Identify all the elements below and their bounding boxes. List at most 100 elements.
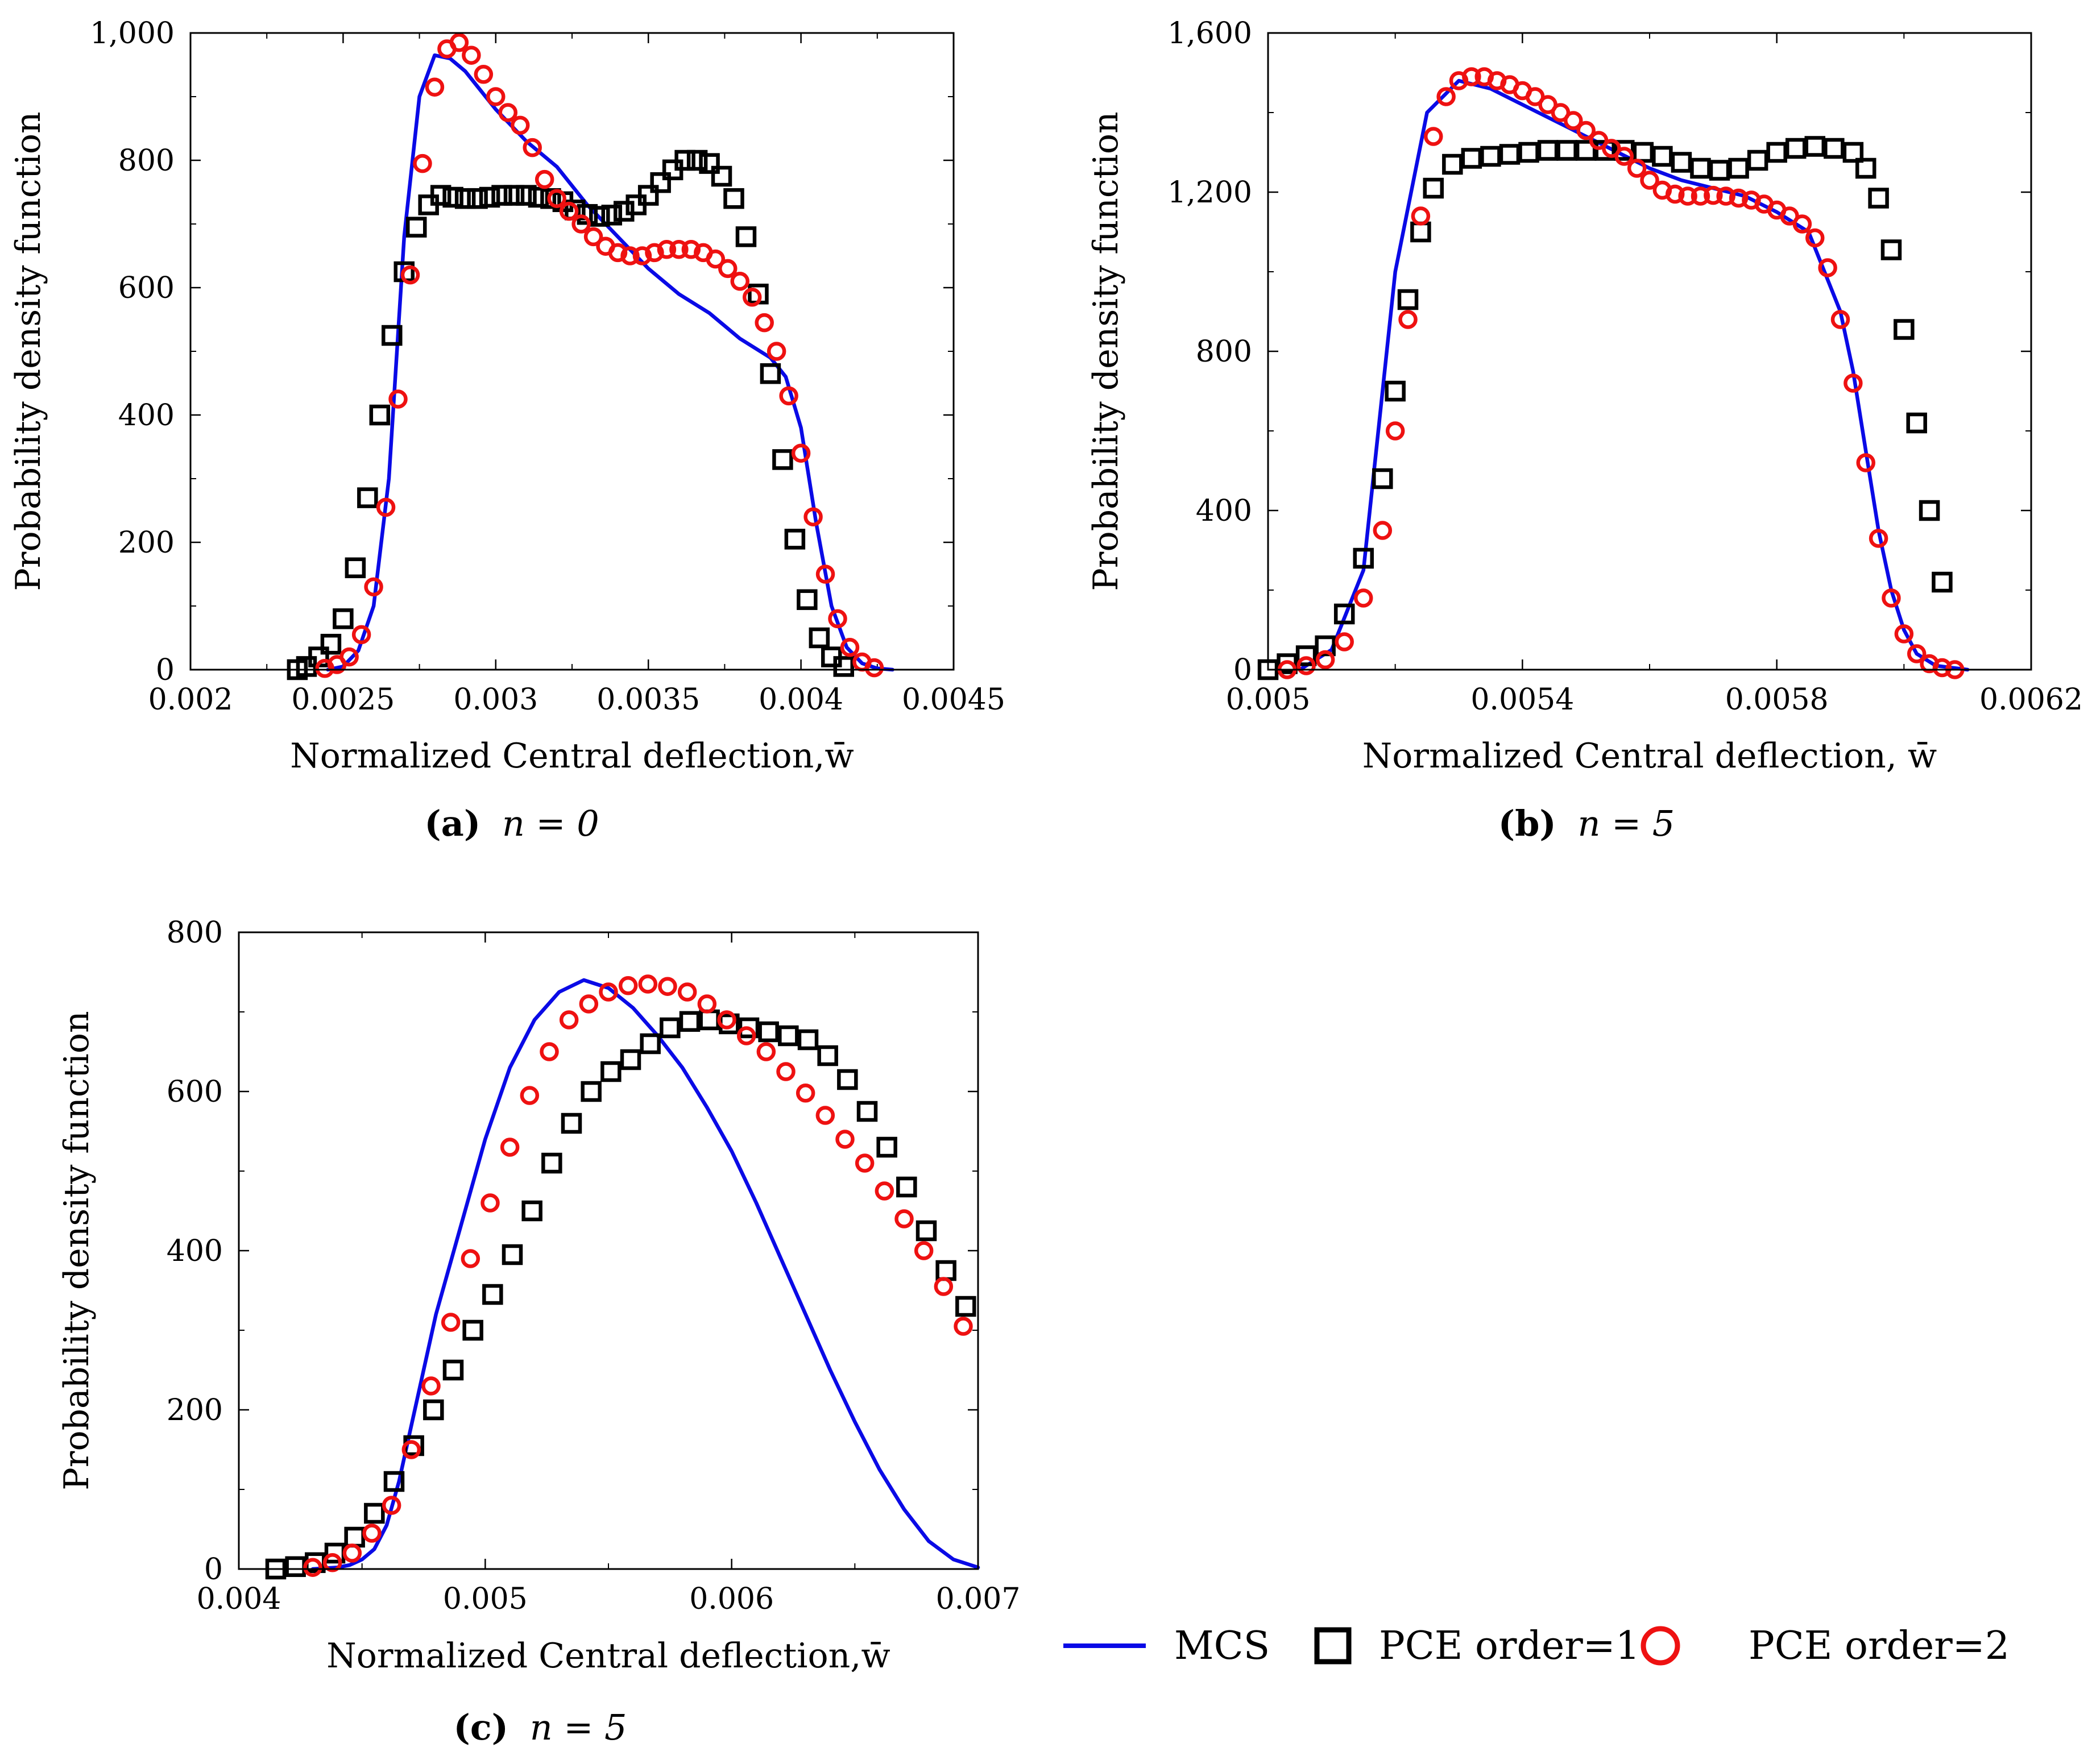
pce2-point-a: [351, 625, 371, 645]
pce1-point-c: [837, 1069, 858, 1090]
mcs-line-c: [310, 978, 980, 1571]
pce2-point-a: [400, 265, 420, 285]
pce1-point-c: [758, 1021, 779, 1043]
pce1-point-b: [1709, 160, 1730, 181]
caption-text-a: n = 0: [502, 803, 599, 844]
pce1-point-a: [723, 188, 744, 209]
x-tick-label: 0.005: [1226, 683, 1311, 717]
pce2-point-a: [583, 227, 603, 247]
pce1-point-a: [686, 150, 708, 171]
pce1-point-a: [528, 186, 549, 208]
pce1-point-a: [503, 185, 525, 206]
pce2-point-a: [840, 638, 860, 657]
pce2-point-c: [776, 1062, 796, 1081]
pce1-point-b: [1480, 146, 1501, 167]
pce2-point-b: [1436, 87, 1456, 106]
pce1-point-c: [955, 1296, 976, 1317]
pce2-point-c: [736, 1026, 756, 1045]
pce2-point-b: [1805, 228, 1825, 248]
pce2-point-a: [791, 443, 811, 463]
y-axis-label-a: Probability density function: [9, 111, 48, 591]
pce2-point-c: [480, 1193, 500, 1213]
pce2-point-b: [1830, 310, 1850, 329]
x-tick-label: 0.0054: [1470, 683, 1574, 717]
y-axis-label-b: Probability density function: [1086, 111, 1126, 591]
pce1-point-a: [674, 150, 695, 171]
pce2-point-c: [520, 1086, 540, 1105]
pce1-point-c: [640, 1033, 661, 1055]
pce2-point-b: [1354, 588, 1373, 608]
x-tick-label: 0.003: [453, 683, 538, 717]
pce1-point-a: [382, 325, 403, 346]
pce1-point-c: [679, 1011, 701, 1032]
pce1-point-c: [797, 1029, 819, 1051]
pce1-point-c: [462, 1319, 483, 1341]
pce2-point-b: [1576, 121, 1596, 140]
pce2-point-a: [559, 201, 579, 221]
pce2-point-b: [1296, 656, 1316, 675]
pce2-point-a: [815, 565, 835, 584]
pce1-point-b: [1442, 153, 1463, 175]
pce1-point-b: [1747, 150, 1768, 171]
pce1-point-b: [1333, 603, 1355, 625]
pce1-point-b: [1614, 140, 1635, 161]
pce1-point-b: [1423, 177, 1444, 199]
pce2-point-a: [645, 243, 664, 263]
pce1-point-b: [1868, 188, 1889, 209]
pce1-point-a: [711, 165, 732, 187]
pce2-point-b: [1640, 171, 1659, 190]
pce1-point-a: [637, 185, 659, 206]
pce2-point-a: [657, 240, 677, 259]
pce2-point-c: [717, 1010, 736, 1030]
pce2-point-c: [815, 1106, 835, 1125]
pce1-point-a: [430, 185, 451, 206]
pce1-point-c: [778, 1025, 799, 1047]
pce2-point-b: [1411, 206, 1431, 226]
pce1-point-c: [915, 1220, 937, 1242]
chart-panel-c: 0.004 0.005 0.006 0.007 0 200 400 600 800 Normal…: [57, 916, 1020, 1748]
pce2-point-a: [535, 169, 554, 189]
pce1-point-b: [1499, 144, 1521, 165]
x-axis-label-c: Normalized Central deflection,w̄: [326, 1636, 890, 1676]
pce1-point-b: [1932, 571, 1953, 593]
series-a: [287, 33, 894, 680]
pce2-point-a: [462, 45, 481, 65]
pce1-point-a: [650, 172, 671, 193]
pce2-point-a: [681, 240, 701, 259]
pce2-point-b: [1907, 644, 1927, 663]
pce1-point-b: [1906, 412, 1927, 434]
pce2-point-a: [425, 77, 445, 97]
pce1-point-a: [467, 188, 488, 209]
pce2-point-a: [803, 507, 823, 526]
pce2-point-b: [1564, 111, 1583, 130]
pce1-point-b: [1575, 140, 1597, 161]
pce1-point-c: [541, 1152, 562, 1174]
caption-c: (c) n = 5: [454, 1707, 627, 1748]
pce1-point-b: [1766, 142, 1787, 163]
pce1-point-c: [600, 1061, 622, 1082]
chart-panel-a: 0.002 0.0025 0.003 0.0035 0.004 0.0045 0 200 400…: [9, 16, 1005, 844]
y-tick-label: 800: [118, 144, 175, 178]
pce2-point-a: [742, 288, 762, 307]
x-tick-label: 0.006: [689, 1582, 774, 1616]
pce2-point-c: [421, 1376, 441, 1396]
pce1-point-b: [1728, 157, 1749, 179]
tick-labels-b: 0.005 0.0054 0.0058 0.0062 0 400 800 1,200 1,600: [1167, 16, 2083, 717]
caption-a: (a) n = 0: [424, 803, 599, 844]
pce2-point-b: [1398, 310, 1418, 329]
pce2-point-b: [1315, 650, 1335, 670]
pce1-point-a: [442, 186, 463, 208]
legend-mcs-label: MCS: [1174, 1624, 1270, 1668]
pce1-point-b: [1277, 653, 1298, 674]
pce1-point-b: [1690, 157, 1711, 179]
pce2-point-a: [767, 342, 786, 361]
x-tick-label: 0.007: [936, 1582, 1021, 1616]
pce1-point-a: [797, 589, 818, 611]
pce2-point-a: [632, 246, 652, 265]
pce2-point-c: [303, 1558, 322, 1577]
y-tick-label: 0: [1233, 653, 1252, 687]
pce2-point-c: [875, 1181, 894, 1201]
pce2-point-a: [718, 259, 738, 279]
y-tick-label: 600: [118, 271, 175, 305]
